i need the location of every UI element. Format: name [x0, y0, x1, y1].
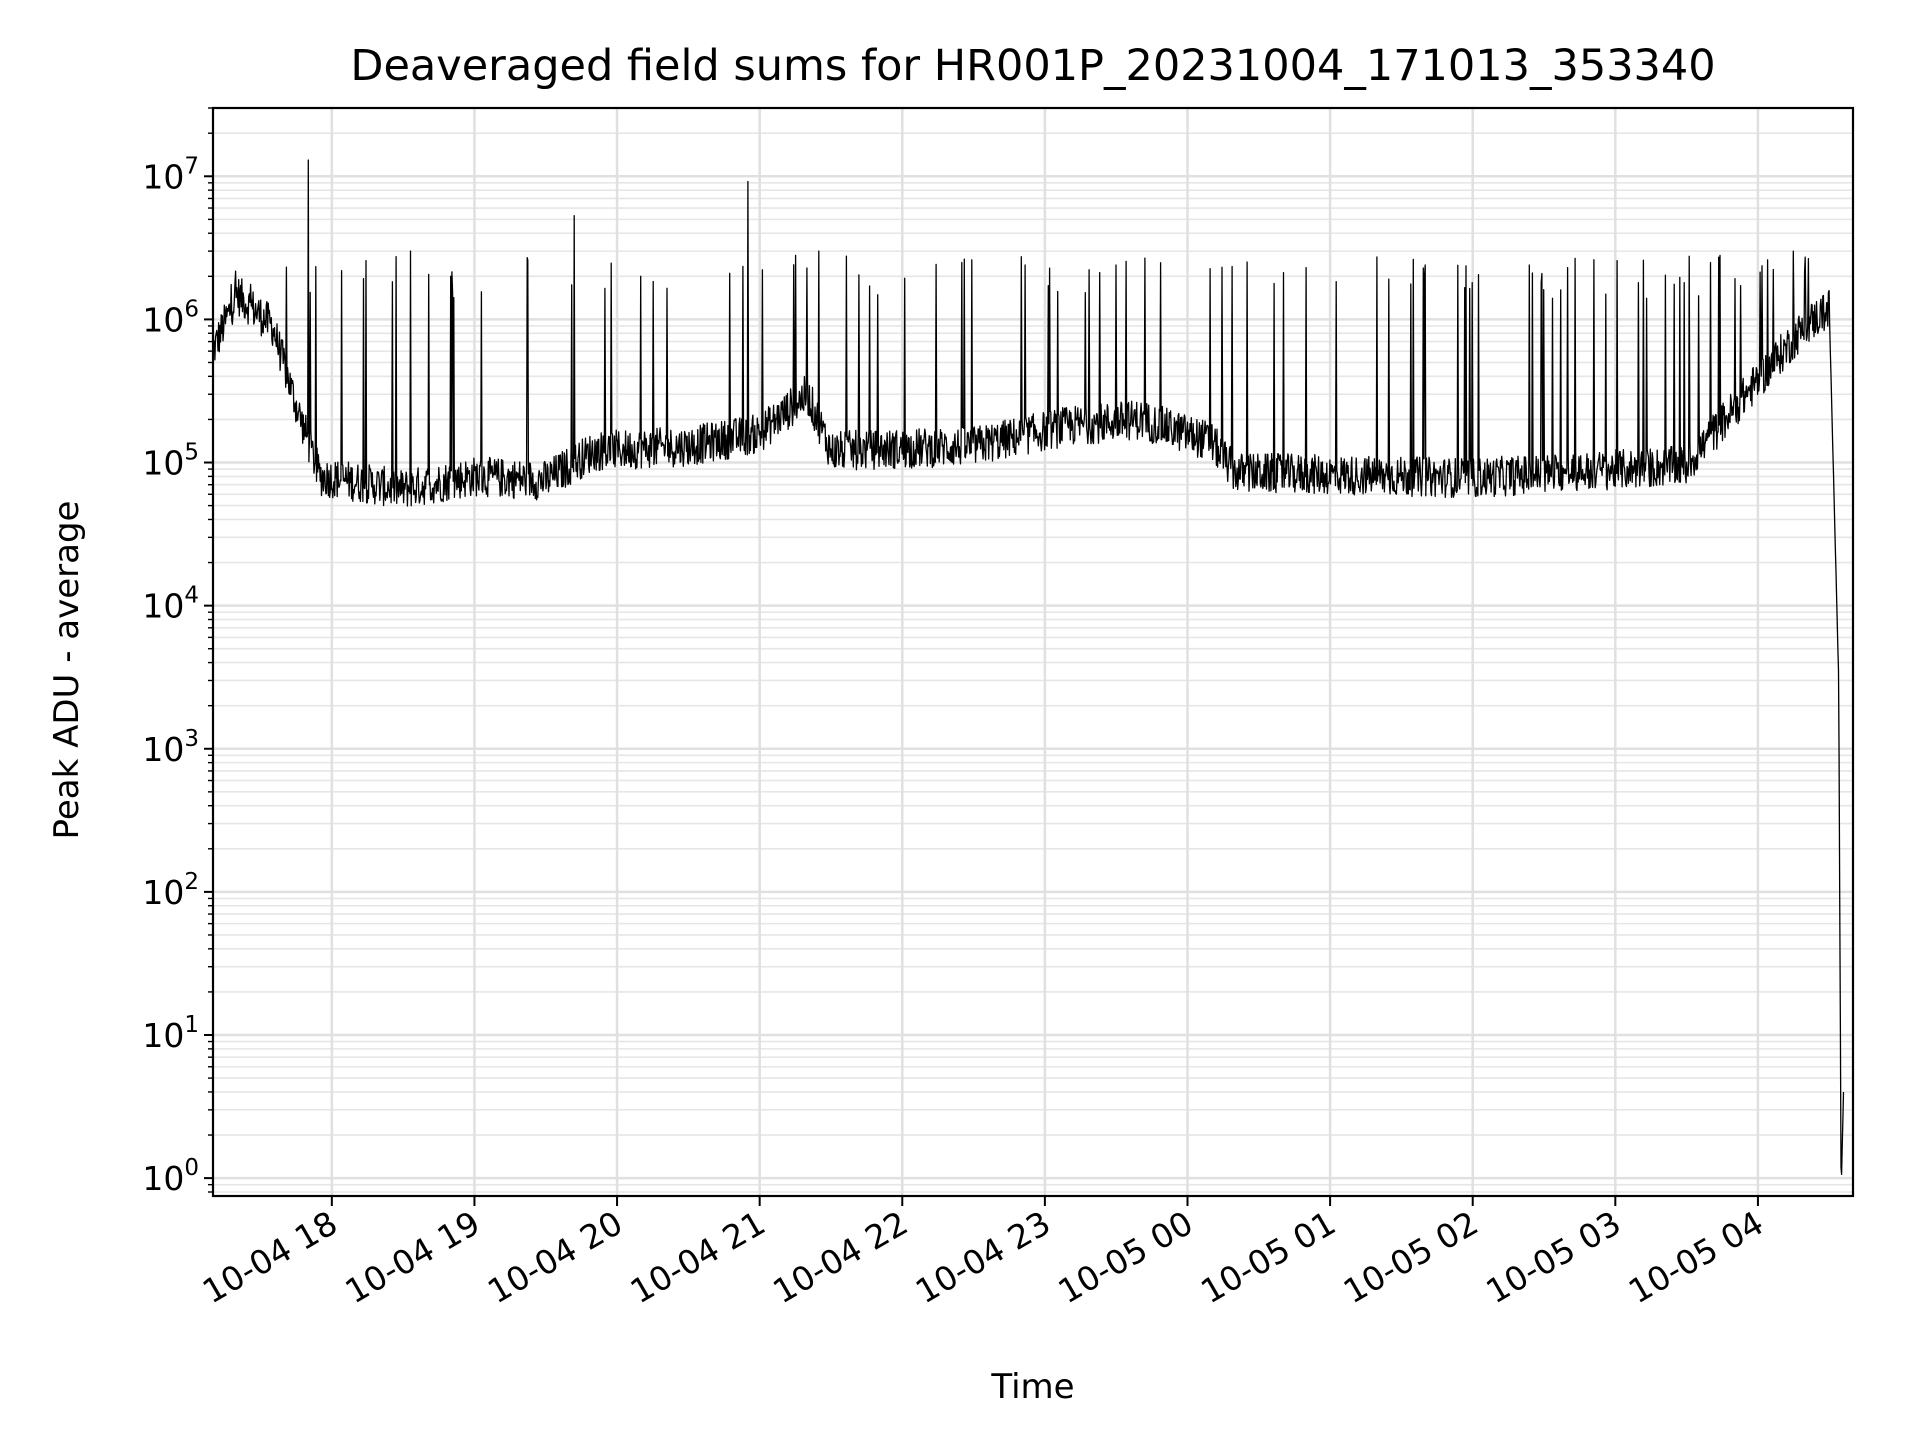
y-tick-label: 106: [142, 296, 199, 339]
y-tick-label-base: 10: [142, 730, 184, 769]
y-tick-label: 100: [142, 1155, 199, 1198]
y-tick-label: 104: [142, 583, 199, 626]
y-tick-label-exponent: 0: [184, 1155, 199, 1181]
y-tick-label-exponent: 2: [184, 869, 199, 895]
series-line: [212, 159, 1845, 1175]
y-tick-label-exponent: 1: [184, 1012, 199, 1038]
y-tick-label-base: 10: [142, 587, 184, 626]
y-tick-label: 105: [142, 440, 199, 483]
x-axis-label: Time: [990, 1367, 1074, 1407]
plot-area: [212, 159, 1845, 1175]
y-tick-label-base: 10: [142, 157, 184, 196]
y-tick-label-exponent: 6: [184, 296, 199, 322]
plot-frame: [211, 106, 1855, 1198]
y-tick-label-exponent: 5: [184, 440, 199, 466]
y-axis-label: Peak ADU - average: [47, 501, 87, 840]
y-tick-label-base: 10: [142, 1159, 184, 1198]
y-tick-label-base: 10: [142, 444, 184, 483]
y-tick-label: 103: [142, 726, 199, 769]
y-tick-label: 107: [142, 153, 199, 196]
y-tick-label-exponent: 3: [184, 726, 199, 752]
y-tick-label-base: 10: [142, 1016, 184, 1055]
y-tick-label-base: 10: [142, 873, 184, 912]
y-tick-label-exponent: 7: [184, 153, 199, 179]
y-tick-label-exponent: 4: [184, 583, 199, 609]
y-tick-label: 102: [142, 869, 199, 912]
y-tick-label: 101: [142, 1012, 199, 1055]
chart-title: Deaveraged field sums for HR001P_2023100…: [350, 41, 1715, 91]
y-tick-label-base: 10: [142, 300, 184, 339]
grid: [213, 107, 1853, 1196]
